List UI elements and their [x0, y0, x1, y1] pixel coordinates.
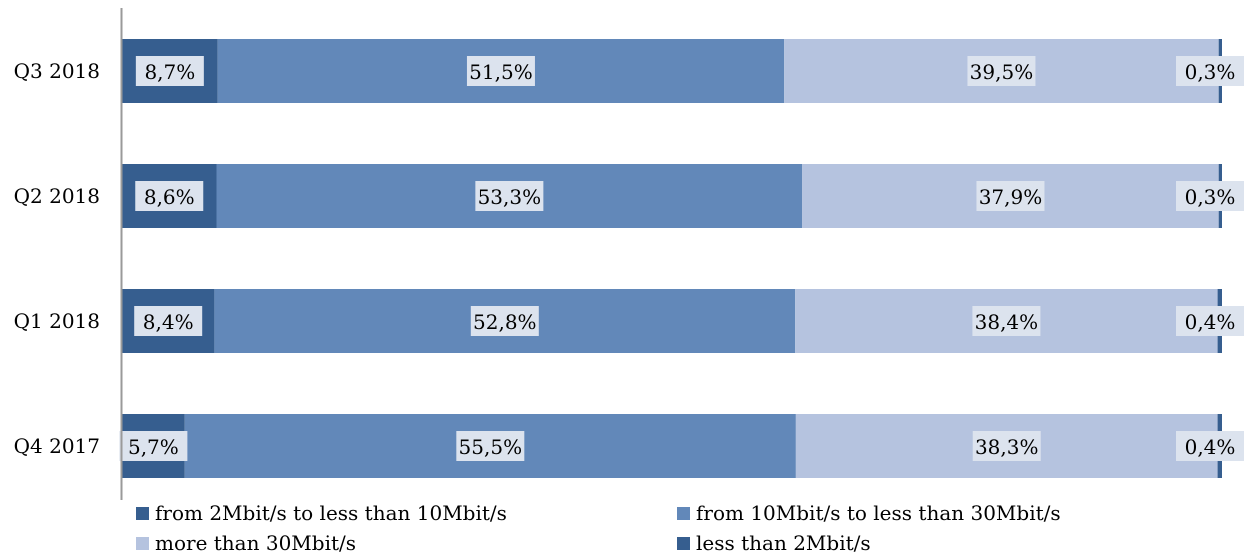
- legend-swatch-2-10: [136, 506, 149, 520]
- data-label-10-30-q4-2017: 55,5%: [456, 431, 525, 461]
- data-label-text: 0,3%: [1185, 60, 1236, 84]
- data-label-over-30-q3-2018: 39,5%: [967, 56, 1036, 86]
- data-label-under-2-q2-2018: 0,3%: [1176, 181, 1244, 211]
- data-labels-group: 8,7% 51,5% 39,5% 0,3% 8,6% 53,3% 37,9% 0,3% 8,4%…: [119, 56, 1244, 461]
- data-label-text: 5,7%: [128, 435, 179, 459]
- data-label-text: 37,9%: [979, 185, 1043, 209]
- legend: from 2Mbit/s to less than 10Mbit/s from …: [136, 500, 1236, 558]
- legend-swatch-under-2: [677, 536, 690, 550]
- legend-item-2-10: from 2Mbit/s to less than 10Mbit/s: [136, 500, 507, 526]
- data-label-over-30-q1-2018: 38,4%: [972, 306, 1041, 336]
- data-label-text: 8,4%: [143, 310, 194, 334]
- data-label-box: [967, 56, 1036, 86]
- data-label-text: 0,3%: [1185, 185, 1236, 209]
- data-label-box: [456, 431, 525, 461]
- data-label-text: 51,5%: [469, 60, 533, 84]
- category-label-q1-2018: Q1 2018: [14, 309, 100, 333]
- legend-item-10-30: from 10Mbit/s to less than 30Mbit/s: [677, 500, 1061, 526]
- category-label-q4-2017: Q4 2017: [14, 434, 100, 458]
- data-label-over-30-q4-2017: 38,3%: [972, 431, 1041, 461]
- legend-swatch-over-30: [136, 536, 149, 550]
- data-label-text: 55,5%: [459, 435, 523, 459]
- data-label-box: [972, 431, 1041, 461]
- category-label-q2-2018: Q2 2018: [14, 184, 100, 208]
- data-label-2-10-q2-2018: 8,6%: [135, 181, 204, 211]
- data-label-box: [119, 431, 188, 461]
- data-label-box: [135, 56, 204, 86]
- data-label-box: [466, 56, 535, 86]
- legend-label-10-30: from 10Mbit/s to less than 30Mbit/s: [696, 501, 1061, 525]
- bars-group: [122, 39, 1222, 478]
- data-label-box: [972, 306, 1041, 336]
- legend-item-under-2: less than 2Mbit/s: [677, 530, 871, 556]
- legend-label-over-30: more than 30Mbit/s: [155, 531, 357, 555]
- data-label-box: [1176, 181, 1244, 211]
- data-label-box: [1176, 56, 1244, 86]
- legend-swatch-10-30: [677, 506, 690, 520]
- legend-label-2-10: from 2Mbit/s to less than 10Mbit/s: [155, 501, 507, 525]
- data-label-box: [1176, 431, 1244, 461]
- data-label-over-30-q2-2018: 37,9%: [976, 181, 1045, 211]
- data-label-text: 53,3%: [478, 185, 542, 209]
- legend-item-over-30: more than 30Mbit/s: [136, 530, 356, 556]
- data-label-text: 0,4%: [1185, 435, 1236, 459]
- data-label-text: 8,6%: [144, 185, 195, 209]
- data-label-10-30-q3-2018: 51,5%: [466, 56, 535, 86]
- data-label-under-2-q3-2018: 0,3%: [1176, 56, 1244, 86]
- legend-label-under-2: less than 2Mbit/s: [696, 531, 871, 555]
- category-label-q3-2018: Q3 2018: [14, 59, 100, 83]
- data-label-box: [1176, 306, 1244, 336]
- data-label-text: 38,3%: [975, 435, 1039, 459]
- data-label-text: 0,4%: [1185, 310, 1236, 334]
- data-label-box: [135, 181, 204, 211]
- data-label-box: [134, 306, 203, 336]
- data-label-box: [976, 181, 1045, 211]
- data-label-text: 38,4%: [975, 310, 1039, 334]
- data-label-text: 39,5%: [970, 60, 1034, 84]
- data-label-box: [475, 181, 544, 211]
- data-label-10-30-q1-2018: 52,8%: [470, 306, 539, 336]
- data-label-2-10-q3-2018: 8,7%: [135, 56, 204, 86]
- data-label-box: [470, 306, 539, 336]
- data-label-2-10-q4-2017: 5,7%: [119, 431, 188, 461]
- data-label-under-2-q4-2017: 0,4%: [1176, 431, 1244, 461]
- category-labels-group: Q3 2018 Q2 2018 Q1 2018 Q4 2017: [14, 59, 100, 458]
- data-label-under-2-q1-2018: 0,4%: [1176, 306, 1244, 336]
- data-label-text: 52,8%: [473, 310, 537, 334]
- stacked-bar-chart: 8,7% 51,5% 39,5% 0,3% 8,6% 53,3% 37,9% 0,3% 8,4%…: [14, 8, 1244, 500]
- data-label-2-10-q1-2018: 8,4%: [134, 306, 203, 336]
- data-label-10-30-q2-2018: 53,3%: [475, 181, 544, 211]
- data-label-text: 8,7%: [144, 60, 195, 84]
